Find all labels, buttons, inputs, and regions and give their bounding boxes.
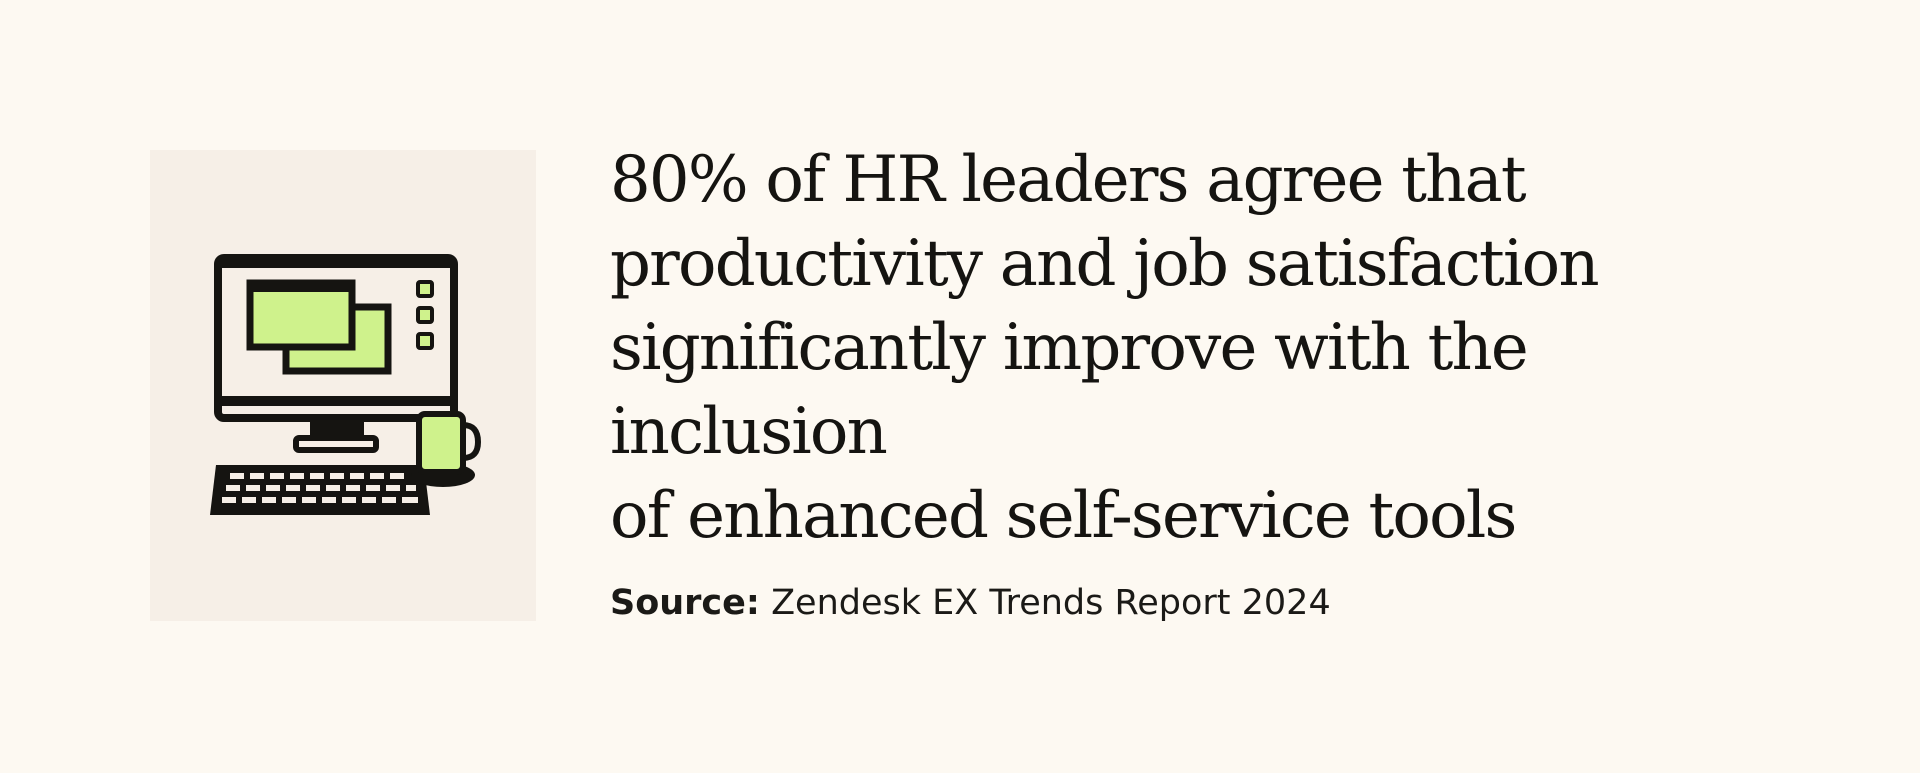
illustration-panel <box>150 150 536 621</box>
source-text: Zendesk EX Trends Report 2024 <box>771 583 1331 623</box>
source-label: Source: <box>610 583 760 623</box>
headline: 80% of HR leaders agree that productivit… <box>610 143 1600 553</box>
keyboard-icon <box>210 465 430 515</box>
coffee-mug-icon <box>411 411 482 487</box>
desktop-computer-icon <box>214 254 458 453</box>
source-citation: Source: Zendesk EX Trends Report 2024 <box>610 580 1331 626</box>
computer-illustration <box>210 254 482 515</box>
